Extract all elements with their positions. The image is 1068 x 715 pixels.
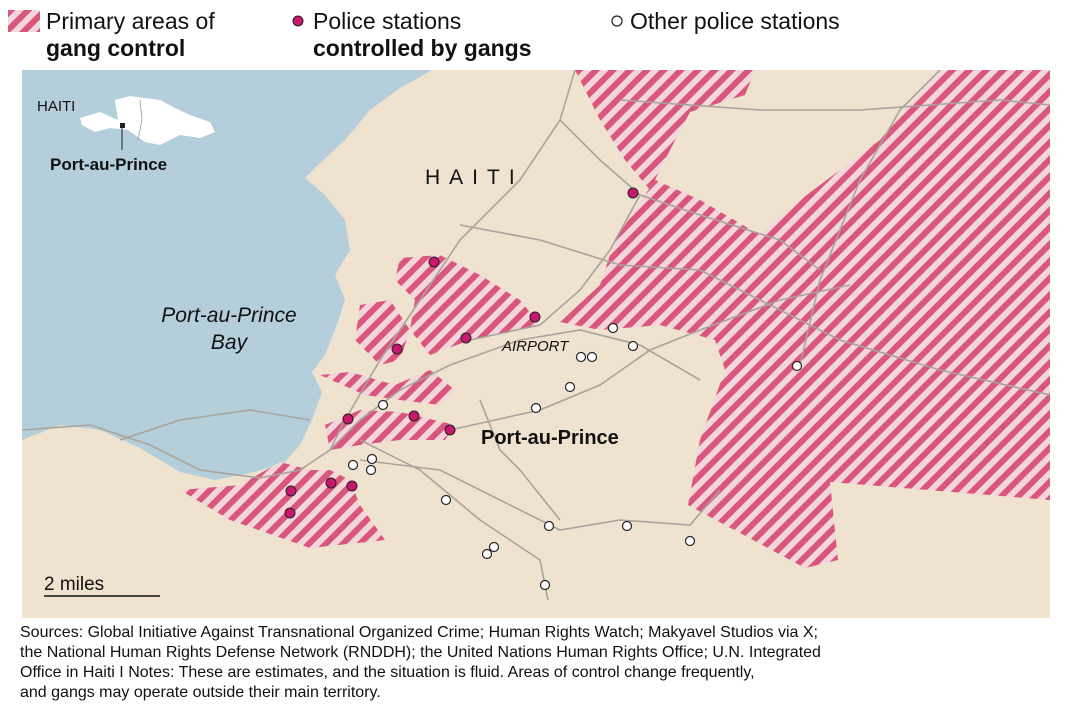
source-line: Office in Haiti I Notes: These are estim… xyxy=(20,664,755,681)
inset-marker xyxy=(120,123,125,128)
gang-station xyxy=(391,343,403,355)
police-station xyxy=(543,520,555,532)
map xyxy=(22,70,1050,618)
road xyxy=(329,70,576,451)
gang-station xyxy=(529,311,541,323)
bay-label: Port-au-Prince Bay xyxy=(161,304,296,354)
police-station xyxy=(530,402,542,414)
police-station xyxy=(539,579,551,591)
roads xyxy=(22,70,1050,601)
inset-border xyxy=(137,99,143,141)
legend-label: Other police stations xyxy=(630,8,840,34)
police-station xyxy=(440,494,452,506)
gang-station xyxy=(342,413,354,425)
legend: Primary areas of gang control Police sta… xyxy=(8,8,840,61)
gang-area xyxy=(560,70,1050,568)
legend-label: controlled by gangs xyxy=(313,35,532,61)
road xyxy=(619,99,1050,111)
source-line: and gangs may operate outside their main… xyxy=(20,684,381,701)
inset-country: HAITI xyxy=(37,98,75,115)
gang-station xyxy=(627,187,639,199)
police-station xyxy=(621,520,633,532)
other-stations xyxy=(347,322,803,591)
police-station xyxy=(488,541,500,553)
police-station xyxy=(365,464,377,476)
sources: Sources: Global Initiative Against Trans… xyxy=(20,624,821,701)
police-station xyxy=(377,399,389,411)
airport-label: AIRPORT xyxy=(501,338,570,355)
legend-swatch xyxy=(8,10,40,32)
police-station xyxy=(575,351,587,363)
road xyxy=(359,439,549,601)
gang-area xyxy=(325,410,455,450)
legend-label: gang control xyxy=(46,35,185,61)
legend-label: Police stations xyxy=(313,8,461,34)
gang-station xyxy=(408,410,420,422)
police-station xyxy=(586,351,598,363)
scale-label: 2 miles xyxy=(44,574,104,595)
gang-station xyxy=(444,424,456,436)
police-station xyxy=(684,535,696,547)
police-station xyxy=(347,459,359,471)
police-station xyxy=(366,453,378,465)
gang-station xyxy=(284,507,296,519)
road xyxy=(22,329,701,479)
road xyxy=(359,459,721,531)
country-label: HAITI xyxy=(425,166,524,189)
legend-swatch xyxy=(611,15,623,27)
police-station xyxy=(564,381,576,393)
police-station xyxy=(791,360,803,372)
source-line: Sources: Global Initiative Against Trans… xyxy=(20,624,818,641)
road xyxy=(559,119,821,271)
gang-area xyxy=(395,255,540,355)
police-station xyxy=(607,322,619,334)
gang-station xyxy=(325,477,337,489)
police-station xyxy=(481,548,493,560)
gang-station xyxy=(285,485,297,497)
legend-label: Primary areas of xyxy=(46,8,215,34)
inset-city: Port-au-Prince xyxy=(50,155,167,174)
gang-station xyxy=(460,332,472,344)
road xyxy=(459,224,1050,396)
road xyxy=(799,70,941,366)
legend-swatch xyxy=(292,15,304,27)
gang-station xyxy=(346,480,358,492)
road xyxy=(119,409,311,441)
source-line: the National Human Rights Defense Networ… xyxy=(20,644,821,661)
inset-island xyxy=(80,96,215,145)
gang-stations xyxy=(284,187,639,519)
road xyxy=(469,194,641,341)
water xyxy=(22,70,432,480)
gang-station xyxy=(428,256,440,268)
city-label: Port-au-Prince xyxy=(481,427,619,449)
road xyxy=(479,399,561,521)
police-station xyxy=(627,340,639,352)
